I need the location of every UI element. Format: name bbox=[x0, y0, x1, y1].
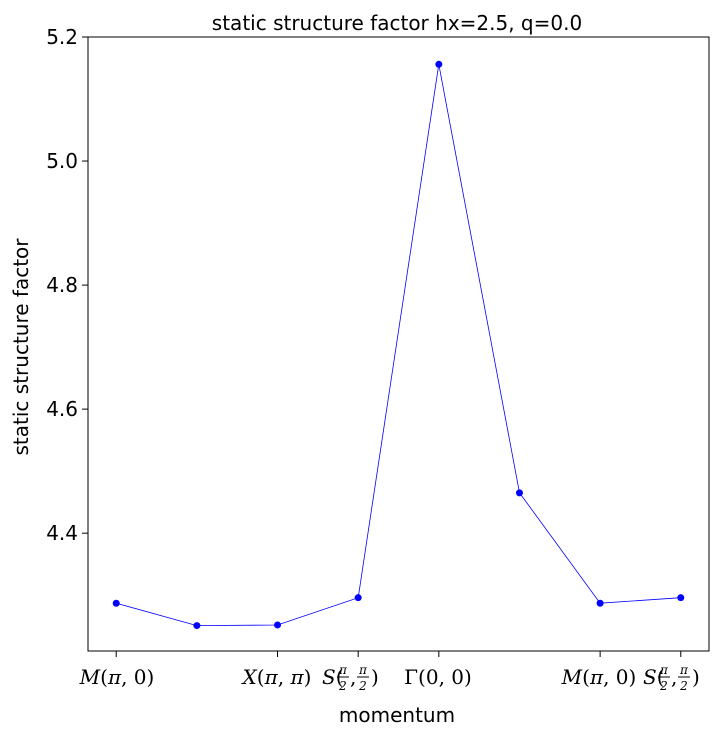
y-tick-label: 4.4 bbox=[46, 521, 78, 545]
data-point bbox=[435, 60, 443, 68]
y-axis-ticks: 4.4 4.6 4.8 5.0 5.2 bbox=[46, 25, 88, 545]
y-tick-label: 5.2 bbox=[46, 25, 78, 49]
svg-text:,: , bbox=[671, 665, 677, 689]
data-point bbox=[112, 599, 120, 607]
x-axis-tick-labels: M(π, 0) X(π, π) S( π 2 , π 2 ) Γ(0, 0) M… bbox=[79, 663, 700, 693]
data-point bbox=[515, 489, 523, 497]
x-tick-label-s-2: S( π 2 , π 2 ) bbox=[643, 663, 700, 693]
x-tick-label-s-1: S( π 2 , π 2 ) bbox=[322, 663, 379, 693]
x-tick-label-gamma: Γ(0, 0) bbox=[404, 665, 472, 689]
svg-text:π: π bbox=[338, 663, 348, 677]
x-axis-ticks bbox=[115, 651, 682, 657]
series-line bbox=[116, 64, 681, 627]
plot-frame bbox=[87, 36, 710, 652]
y-tick-label: 5.0 bbox=[46, 149, 78, 173]
svg-text:): ) bbox=[371, 665, 379, 689]
data-point bbox=[354, 594, 362, 602]
svg-text:π: π bbox=[679, 663, 689, 677]
svg-text:2: 2 bbox=[358, 679, 367, 693]
svg-text:2: 2 bbox=[659, 679, 668, 693]
svg-text:2: 2 bbox=[338, 679, 347, 693]
svg-text:,: , bbox=[350, 665, 356, 689]
data-point bbox=[193, 622, 201, 630]
data-point bbox=[677, 594, 685, 602]
svg-text:π: π bbox=[358, 663, 368, 677]
x-axis-label: momentum bbox=[339, 703, 455, 727]
data-point bbox=[274, 621, 282, 629]
y-tick-label: 4.6 bbox=[46, 397, 78, 421]
svg-text:π: π bbox=[659, 663, 669, 677]
svg-text:): ) bbox=[692, 665, 700, 689]
series-markers bbox=[112, 60, 685, 630]
x-tick-label-m-2: M(π, 0) bbox=[561, 665, 637, 689]
x-tick-label-x: X(π, π) bbox=[241, 665, 312, 689]
x-tick-label-m-1: M(π, 0) bbox=[79, 665, 155, 689]
svg-text:2: 2 bbox=[679, 679, 688, 693]
y-tick-label: 4.8 bbox=[46, 273, 78, 297]
data-point bbox=[596, 599, 604, 607]
y-axis-label: static structure factor bbox=[9, 238, 33, 456]
chart-title: static structure factor hx=2.5, q=0.0 bbox=[212, 11, 582, 35]
